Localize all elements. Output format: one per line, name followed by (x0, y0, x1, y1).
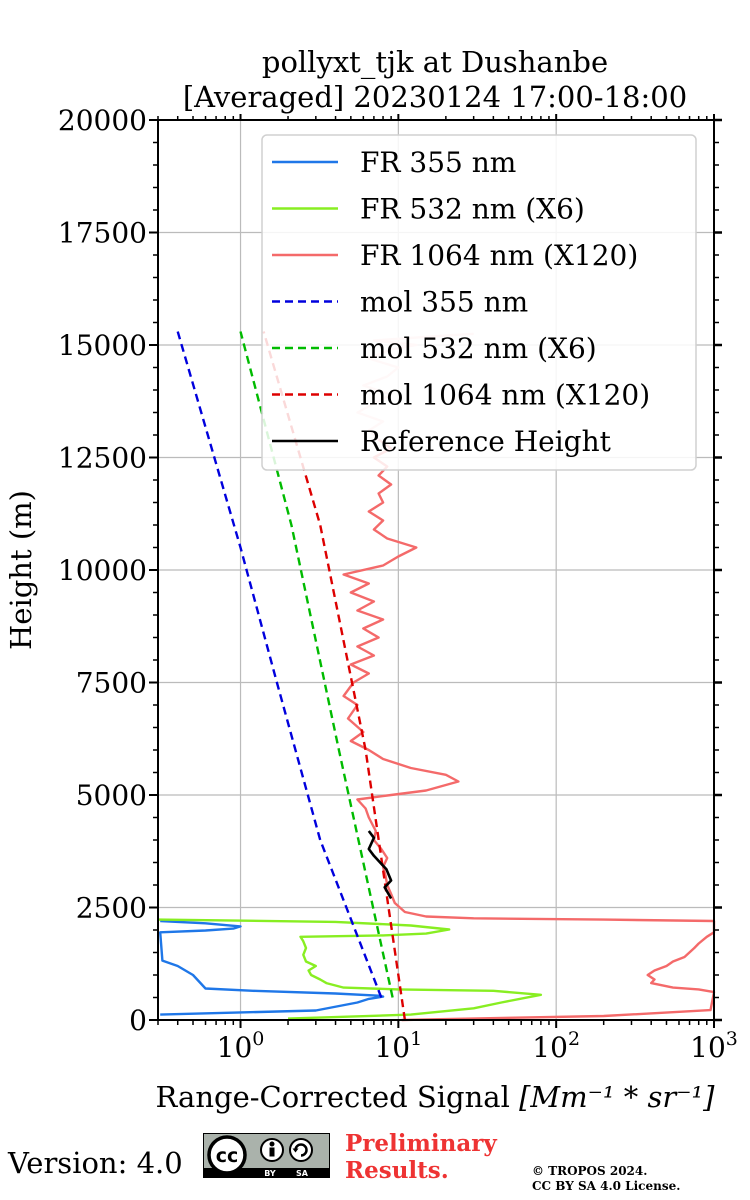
series-line-fr-1064-nm-x120 (342, 438, 716, 1022)
copyright-notice: © TROPOS 2024. CC BY SA 4.0 License. (532, 1164, 680, 1194)
copyright-line1: © TROPOS 2024. (532, 1164, 648, 1178)
legend-label: Reference Height (360, 425, 612, 458)
cc-by-sa-badge: cc BY SA (203, 1133, 330, 1178)
legend-box (261, 134, 697, 471)
plot-area-frame (157, 119, 715, 1021)
y-tick-label: 15000 (58, 329, 147, 362)
version-label: Version: 4.0 (8, 1146, 183, 1180)
y-tick-label: 20000 (58, 104, 147, 137)
legend-label: FR 1064 nm (X120) (360, 239, 638, 272)
y-tick-label: 10000 (58, 554, 147, 587)
cc-sa-text: SA (296, 1169, 309, 1178)
y-tick-label: 0 (129, 1004, 147, 1037)
legend-label: mol 1064 nm (X120) (360, 379, 650, 412)
series-line-fr-355-nm (158, 919, 385, 1016)
y-tick-label: 7500 (76, 667, 147, 700)
chart-title-line2: [Averaged] 20230124 17:00-18:00 (183, 80, 687, 114)
axis-ticks: 100 101 102 103 0 2500 5000 7500 10000 12500 15000… (58, 104, 738, 1064)
x-axis-label: Range-Corrected Signal [Mm⁻¹ * sr⁻¹] (156, 1080, 716, 1114)
preliminary-line2: Results. (345, 1157, 449, 1184)
y-tick-label: 17500 (58, 217, 147, 250)
legend-label: mol 532 nm (X6) (360, 332, 597, 365)
x-tick-label: 102 (532, 1028, 580, 1064)
chart-title-line1: pollyxt_tjk at Dushanbe (262, 45, 608, 80)
y-tick-label: 12500 (58, 442, 147, 475)
legend-label: FR 532 nm (X6) (360, 193, 585, 226)
series-line-mol-532-nm-x6 (239, 331, 394, 998)
x-tick-label: 101 (374, 1028, 422, 1064)
y-tick-label: 2500 (76, 892, 147, 925)
legend-label: mol 355 nm (360, 286, 528, 319)
x-axis-label-units: [Mm⁻¹ * sr⁻¹] (519, 1080, 715, 1114)
cc-by-text: BY (264, 1169, 276, 1178)
preliminary-results-note: Preliminary Results. (345, 1130, 497, 1184)
x-axis-label-text: Range-Corrected Signal (156, 1080, 520, 1114)
preliminary-line1: Preliminary (345, 1130, 497, 1157)
cc-circle-icon (207, 1135, 247, 1175)
y-axis-label: Height (m) (4, 490, 38, 650)
copyright-line2: CC BY SA 4.0 License. (532, 1179, 681, 1193)
x-tick-label: 100 (217, 1028, 265, 1064)
legend: FR 355 nm FR 532 nm (X6) FR 1064 nm (X120)… (261, 134, 697, 471)
legend-label: FR 355 nm (360, 146, 516, 179)
series-line-fr-532-nm-x6 (157, 918, 543, 1020)
share-alike-icon (289, 1138, 313, 1162)
series-line-reference-height (367, 830, 393, 900)
x-tick-label: 103 (690, 1028, 738, 1064)
cc-letters: cc (216, 1145, 239, 1167)
y-tick-label: 5000 (76, 779, 147, 812)
